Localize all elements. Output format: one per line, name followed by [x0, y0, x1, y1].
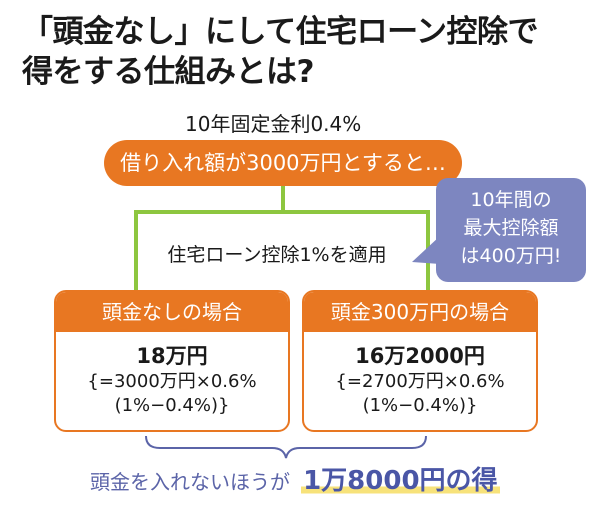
conclusion-result: 1万8000円の得: [301, 466, 500, 496]
max-deduction-callout: 10年間の 最大控除額 は400万円!: [436, 178, 586, 282]
title-line-1: 「頭金なし」にして住宅ローン控除で: [22, 14, 539, 50]
callout-line-2: 最大控除額: [463, 217, 559, 239]
callout-line-3: は400万円!: [460, 245, 562, 267]
callout-line-1: 10年間の: [470, 189, 552, 211]
case-300man-down-payment: 頭金300万円の場合 16万2000円 {=2700万円×0.6% (1%−0.…: [302, 290, 538, 432]
case-amount: 18万円: [136, 344, 208, 368]
case-calc-line-2: (1%−0.4%)}: [362, 395, 478, 416]
case-calc-line-1: {=3000万円×0.6%: [87, 371, 257, 392]
case-heading: 頭金なしの場合: [56, 292, 288, 332]
case-calc-line-1: {=2700万円×0.6%: [335, 371, 505, 392]
conclusion-prefix: 頭金を入れないほうが: [90, 470, 290, 494]
conclusion: 頭金を入れないほうが 1万8000円の得: [90, 460, 530, 497]
bottom-brace: [145, 435, 427, 459]
case-calc-line-2: (1%−0.4%)}: [114, 395, 230, 416]
case-amount: 16万2000円: [355, 344, 485, 368]
case-no-down-payment: 頭金なしの場合 18万円 {=3000万円×0.6% (1%−0.4%)}: [54, 290, 290, 432]
borrow-amount-banner: 借り入れ額が3000万円とすると…: [104, 140, 462, 186]
title-line-2: 得をする仕組みとは?: [22, 54, 314, 90]
deduction-label: 住宅ローン控除1%を適用: [146, 239, 408, 271]
callout-pointer: [412, 236, 440, 264]
interest-rate-label: 10年固定金利0.4%: [185, 112, 362, 136]
case-heading: 頭金300万円の場合: [304, 292, 536, 332]
diagram-title: 「頭金なし」にして住宅ローン控除で 得をする仕組みとは?: [22, 12, 539, 92]
